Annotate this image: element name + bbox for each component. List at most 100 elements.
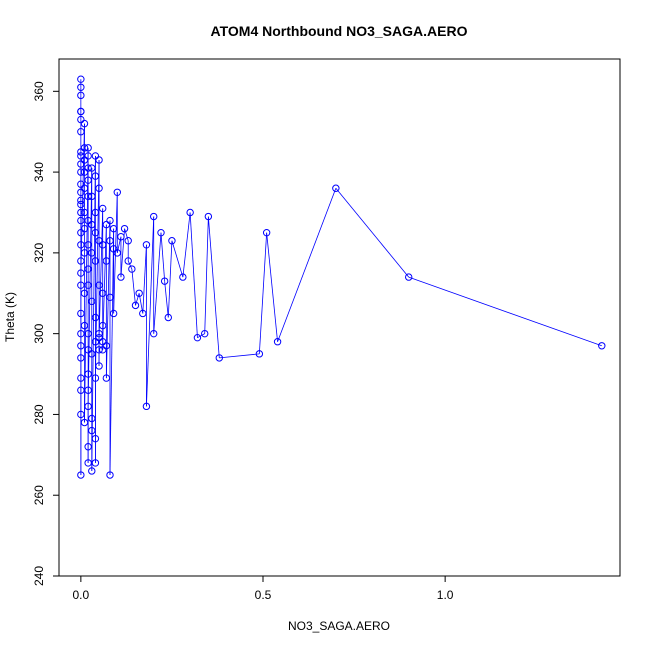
data-point [201, 329, 209, 338]
data-point [84, 192, 92, 201]
series-segment [182, 212, 191, 278]
data-point [99, 321, 107, 330]
y-axis: 240 260 280 300 320 340 360 [32, 81, 60, 586]
data-point [80, 144, 89, 152]
data-point [80, 119, 89, 128]
data-point [255, 350, 264, 358]
data-point [77, 128, 85, 136]
data-point [77, 216, 85, 225]
data-point [91, 228, 100, 237]
data-point [99, 346, 107, 354]
data-point [77, 281, 85, 289]
data-point [142, 402, 151, 411]
series-segment [87, 168, 93, 407]
data-point [88, 297, 96, 306]
data-point [84, 402, 92, 411]
data-point [95, 184, 103, 192]
data-point [95, 362, 103, 370]
data-point [88, 220, 96, 229]
data-point [77, 91, 85, 100]
y-tick-label: 240 [32, 566, 46, 586]
data-point [77, 200, 85, 209]
series-segment [258, 232, 268, 354]
data-point [186, 208, 194, 217]
series-segment [98, 208, 104, 338]
data-point [80, 168, 89, 176]
data-point [80, 224, 89, 233]
data-point [109, 224, 118, 233]
data-point [77, 329, 85, 338]
data-point [157, 228, 165, 237]
series-segment [113, 192, 118, 314]
data-point [77, 196, 85, 205]
data-point [77, 386, 85, 394]
data-point [84, 459, 92, 467]
data-point [80, 184, 89, 192]
data-point [84, 144, 92, 152]
data-point [102, 220, 111, 229]
x-tick-label: 1.0 [437, 588, 454, 602]
data-point [193, 333, 202, 342]
data-point [91, 434, 100, 443]
data-point [80, 289, 89, 297]
data-point [88, 350, 96, 358]
data-point [99, 241, 107, 249]
data-point [124, 237, 132, 245]
data-point [84, 241, 92, 249]
data-point [113, 188, 121, 196]
data-point [80, 156, 89, 164]
data-point [77, 75, 85, 83]
data-point [84, 346, 92, 354]
data-point [215, 354, 223, 362]
series-segment [109, 228, 115, 476]
series-segment [160, 232, 166, 282]
series-segment [197, 333, 205, 339]
series-segment [189, 212, 198, 338]
y-tick-label: 320 [32, 243, 46, 263]
data-point [102, 342, 111, 350]
data-point [120, 224, 129, 233]
data-point [113, 249, 121, 257]
series-segment [142, 244, 147, 314]
data-point [160, 277, 169, 285]
data-point [106, 471, 114, 479]
data-point [84, 216, 92, 225]
data-point [117, 273, 125, 281]
data-point [77, 228, 85, 237]
y-tick-label: 280 [32, 404, 46, 424]
data-point [405, 273, 413, 281]
data-point [109, 309, 118, 318]
series-segment [408, 276, 602, 347]
data-point [106, 293, 114, 302]
data-point [77, 168, 85, 176]
series-segment [277, 188, 337, 342]
data-point [88, 249, 96, 257]
x-tick-label: 0.0 [73, 588, 90, 602]
data-point [106, 237, 114, 245]
data-point [88, 192, 96, 201]
data-point [77, 257, 85, 265]
data-point [128, 265, 136, 273]
data-point [109, 245, 118, 253]
series-segment [164, 281, 169, 318]
data-point [84, 443, 92, 451]
data-point [273, 338, 282, 346]
data-point [95, 346, 103, 354]
series-segment [335, 187, 410, 278]
data-point [106, 216, 114, 225]
data-point [77, 410, 85, 419]
data-point [77, 354, 85, 362]
data-point [77, 471, 85, 479]
data-point [124, 257, 132, 265]
data-point [102, 374, 111, 382]
data-point [99, 338, 107, 346]
data-point [91, 338, 100, 346]
data-point [84, 152, 92, 160]
data-point [102, 257, 111, 265]
y-axis-title: Theta (K) [3, 292, 17, 342]
data-point [598, 342, 606, 350]
data-point [332, 184, 340, 192]
series-segment [131, 268, 136, 306]
data-point [204, 212, 213, 221]
data-point [84, 176, 92, 184]
